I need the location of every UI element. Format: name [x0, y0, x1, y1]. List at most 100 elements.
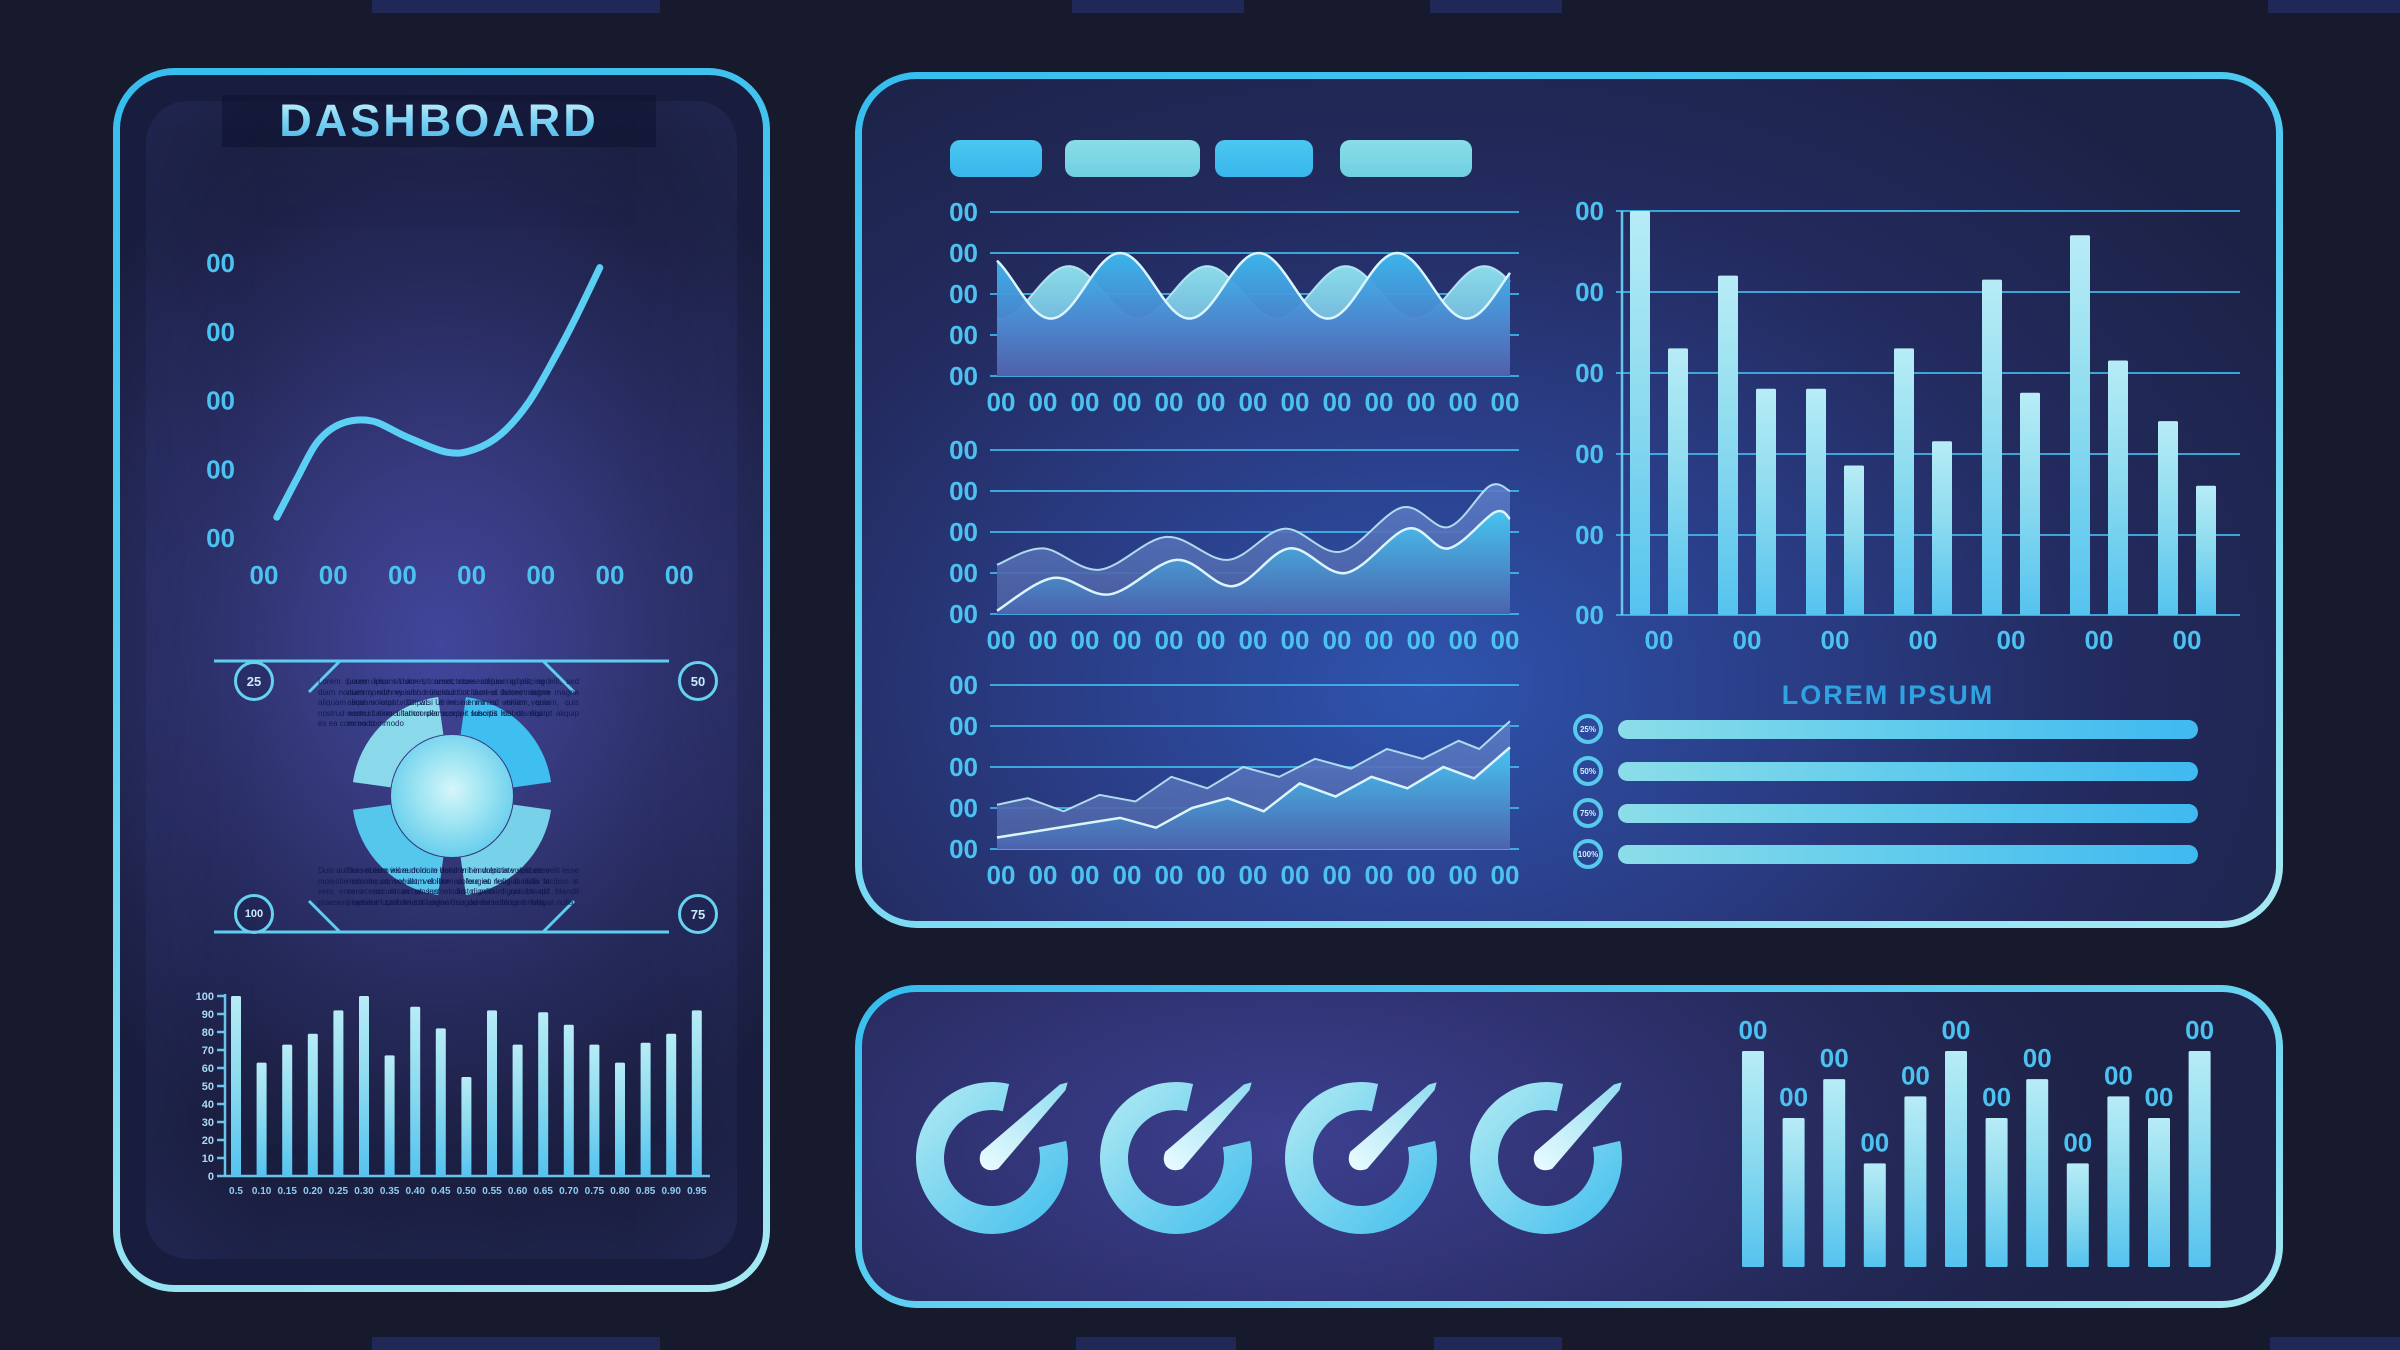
- axis-label: 00: [949, 793, 978, 823]
- bar: [1844, 465, 1864, 615]
- axis-label: 00: [949, 238, 978, 268]
- edge-scrap: [1430, 0, 1562, 13]
- axis-label: 00: [596, 560, 625, 590]
- axis-label: 00: [206, 248, 235, 278]
- front-wave-area: [997, 511, 1510, 614]
- axis-label: 00: [949, 834, 978, 864]
- axis-label: 00: [1779, 1082, 1808, 1112]
- axis-label: 00: [1942, 1015, 1971, 1045]
- bar: [2148, 1117, 2170, 1267]
- left-panel-body: DASHBOARD 00 00 00 00 00 00 00 00 00 00 00 00 25 50…: [120, 75, 763, 1285]
- toolbar-button-1[interactable]: [950, 140, 1042, 177]
- donut-callout-text: Duis autem vel eum iriure dolor in hendr…: [347, 866, 579, 907]
- axis-label: 00: [949, 476, 978, 506]
- axis-label: 00: [1575, 520, 1604, 550]
- axis-label: 90: [202, 1009, 214, 1021]
- left-panel: DASHBOARD 00 00 00 00 00 00 00 00 00 00 00 00 25 50…: [113, 68, 770, 1292]
- bar: [1756, 388, 1776, 615]
- axis-label: 0.55: [482, 1186, 502, 1197]
- page-title-banner: DASHBOARD: [222, 95, 656, 147]
- bar: [410, 1006, 421, 1176]
- bar: [282, 1044, 293, 1176]
- axis-label: 0.50: [457, 1186, 477, 1197]
- axis-label: 0.25: [329, 1186, 349, 1197]
- axis-label: 00: [987, 387, 1016, 417]
- axis-label: 00: [1239, 387, 1268, 417]
- axis-label: 00: [1155, 625, 1184, 655]
- axis-label: 00: [1997, 625, 2026, 655]
- gauge-ring: [1100, 1082, 1252, 1234]
- bar: [256, 1062, 267, 1176]
- axis-label: 00: [206, 523, 235, 553]
- axis-label: 00: [250, 560, 279, 590]
- wave-area-chart-1: 00 00 00 00 00 00 00 00 00 00 00 00 00 00 00 00 00 00: [949, 197, 1519, 417]
- bar: [666, 1033, 677, 1176]
- front-wave-area: [997, 253, 1510, 376]
- toolbar-button-4[interactable]: [1340, 140, 1472, 177]
- speedometer-gauge-icon: [1285, 1082, 1437, 1234]
- axis-label: 00: [2063, 1127, 2092, 1157]
- axis-label: 00: [2145, 1082, 2174, 1112]
- main-panel: 00 00 00 00 00 00 00 00 00 00 00 00 00 00 00 00 00 00 00 0…: [855, 72, 2283, 928]
- bar: [1863, 1163, 1886, 1267]
- gauge-ring: [1470, 1082, 1622, 1234]
- axis-label: 00: [1071, 860, 1100, 890]
- progress-bar: [1618, 845, 2198, 864]
- axis-label: 00: [1029, 387, 1058, 417]
- callout-bracket: [307, 899, 669, 934]
- axis-label: 00: [1281, 860, 1310, 890]
- axis-label: 0.85: [636, 1186, 656, 1197]
- axis-label: 0.65: [533, 1186, 553, 1197]
- edge-scrap: [1076, 1337, 1236, 1350]
- edge-scrap: [1072, 0, 1244, 13]
- speedometer-gauge-icon: [1100, 1082, 1252, 1234]
- axis-label: 00: [1197, 625, 1226, 655]
- axis-label: 0.60: [508, 1186, 528, 1197]
- axis-label: 00: [1575, 600, 1604, 630]
- bar: [2188, 1051, 2211, 1267]
- donut-callout-text: Duis autem vel eum iriure dolor in hendr…: [318, 866, 550, 907]
- axis-label: 00: [1575, 439, 1604, 469]
- axis-label: 00: [949, 599, 978, 629]
- gauge-needle: [1533, 1082, 1622, 1171]
- axis-label: 00: [949, 435, 978, 465]
- axis-label: 60: [202, 1063, 214, 1075]
- bar: [1742, 1051, 1764, 1267]
- toolbar-button-2[interactable]: [1065, 140, 1200, 177]
- axis-label: 00: [1449, 860, 1478, 890]
- bar: [615, 1062, 625, 1176]
- donut-center: [391, 735, 513, 857]
- axis-label: 0.90: [661, 1186, 681, 1197]
- bar: [1982, 279, 2002, 615]
- axis-label: 00: [1323, 387, 1352, 417]
- axis-label: 00: [2185, 1015, 2214, 1045]
- axis-label: 00: [1197, 860, 1226, 890]
- progress-bar: [1618, 762, 2198, 781]
- bar: [461, 1077, 472, 1176]
- toolbar-button-3[interactable]: [1215, 140, 1313, 177]
- axis-label: 00: [949, 670, 978, 700]
- bar: [1904, 1096, 1927, 1267]
- axis-label: 00: [1575, 277, 1604, 307]
- axis-label: 00: [987, 860, 1016, 890]
- donut-callout-badge: 100: [234, 894, 274, 934]
- edge-scrap: [372, 1337, 660, 1350]
- donut-chart: [214, 659, 669, 934]
- axis-label: 00: [2085, 625, 2114, 655]
- callout-bracket: [307, 659, 669, 694]
- axis-label: 10: [202, 1153, 214, 1165]
- axis-label: 00: [949, 361, 978, 391]
- bar: [563, 1024, 574, 1176]
- axis-label: 00: [1365, 387, 1394, 417]
- bar: [2066, 1163, 2089, 1267]
- bar: [691, 1010, 702, 1176]
- bar: [231, 996, 241, 1176]
- bar: [487, 1010, 497, 1176]
- axis-label: 00: [1365, 625, 1394, 655]
- bar: [1718, 275, 1738, 615]
- bar: [2158, 421, 2178, 615]
- axis-label: 00: [949, 752, 978, 782]
- main-panel-body: 00 00 00 00 00 00 00 00 00 00 00 00 00 00 00 00 00 00 00 0…: [862, 79, 2276, 921]
- bar: [589, 1044, 600, 1176]
